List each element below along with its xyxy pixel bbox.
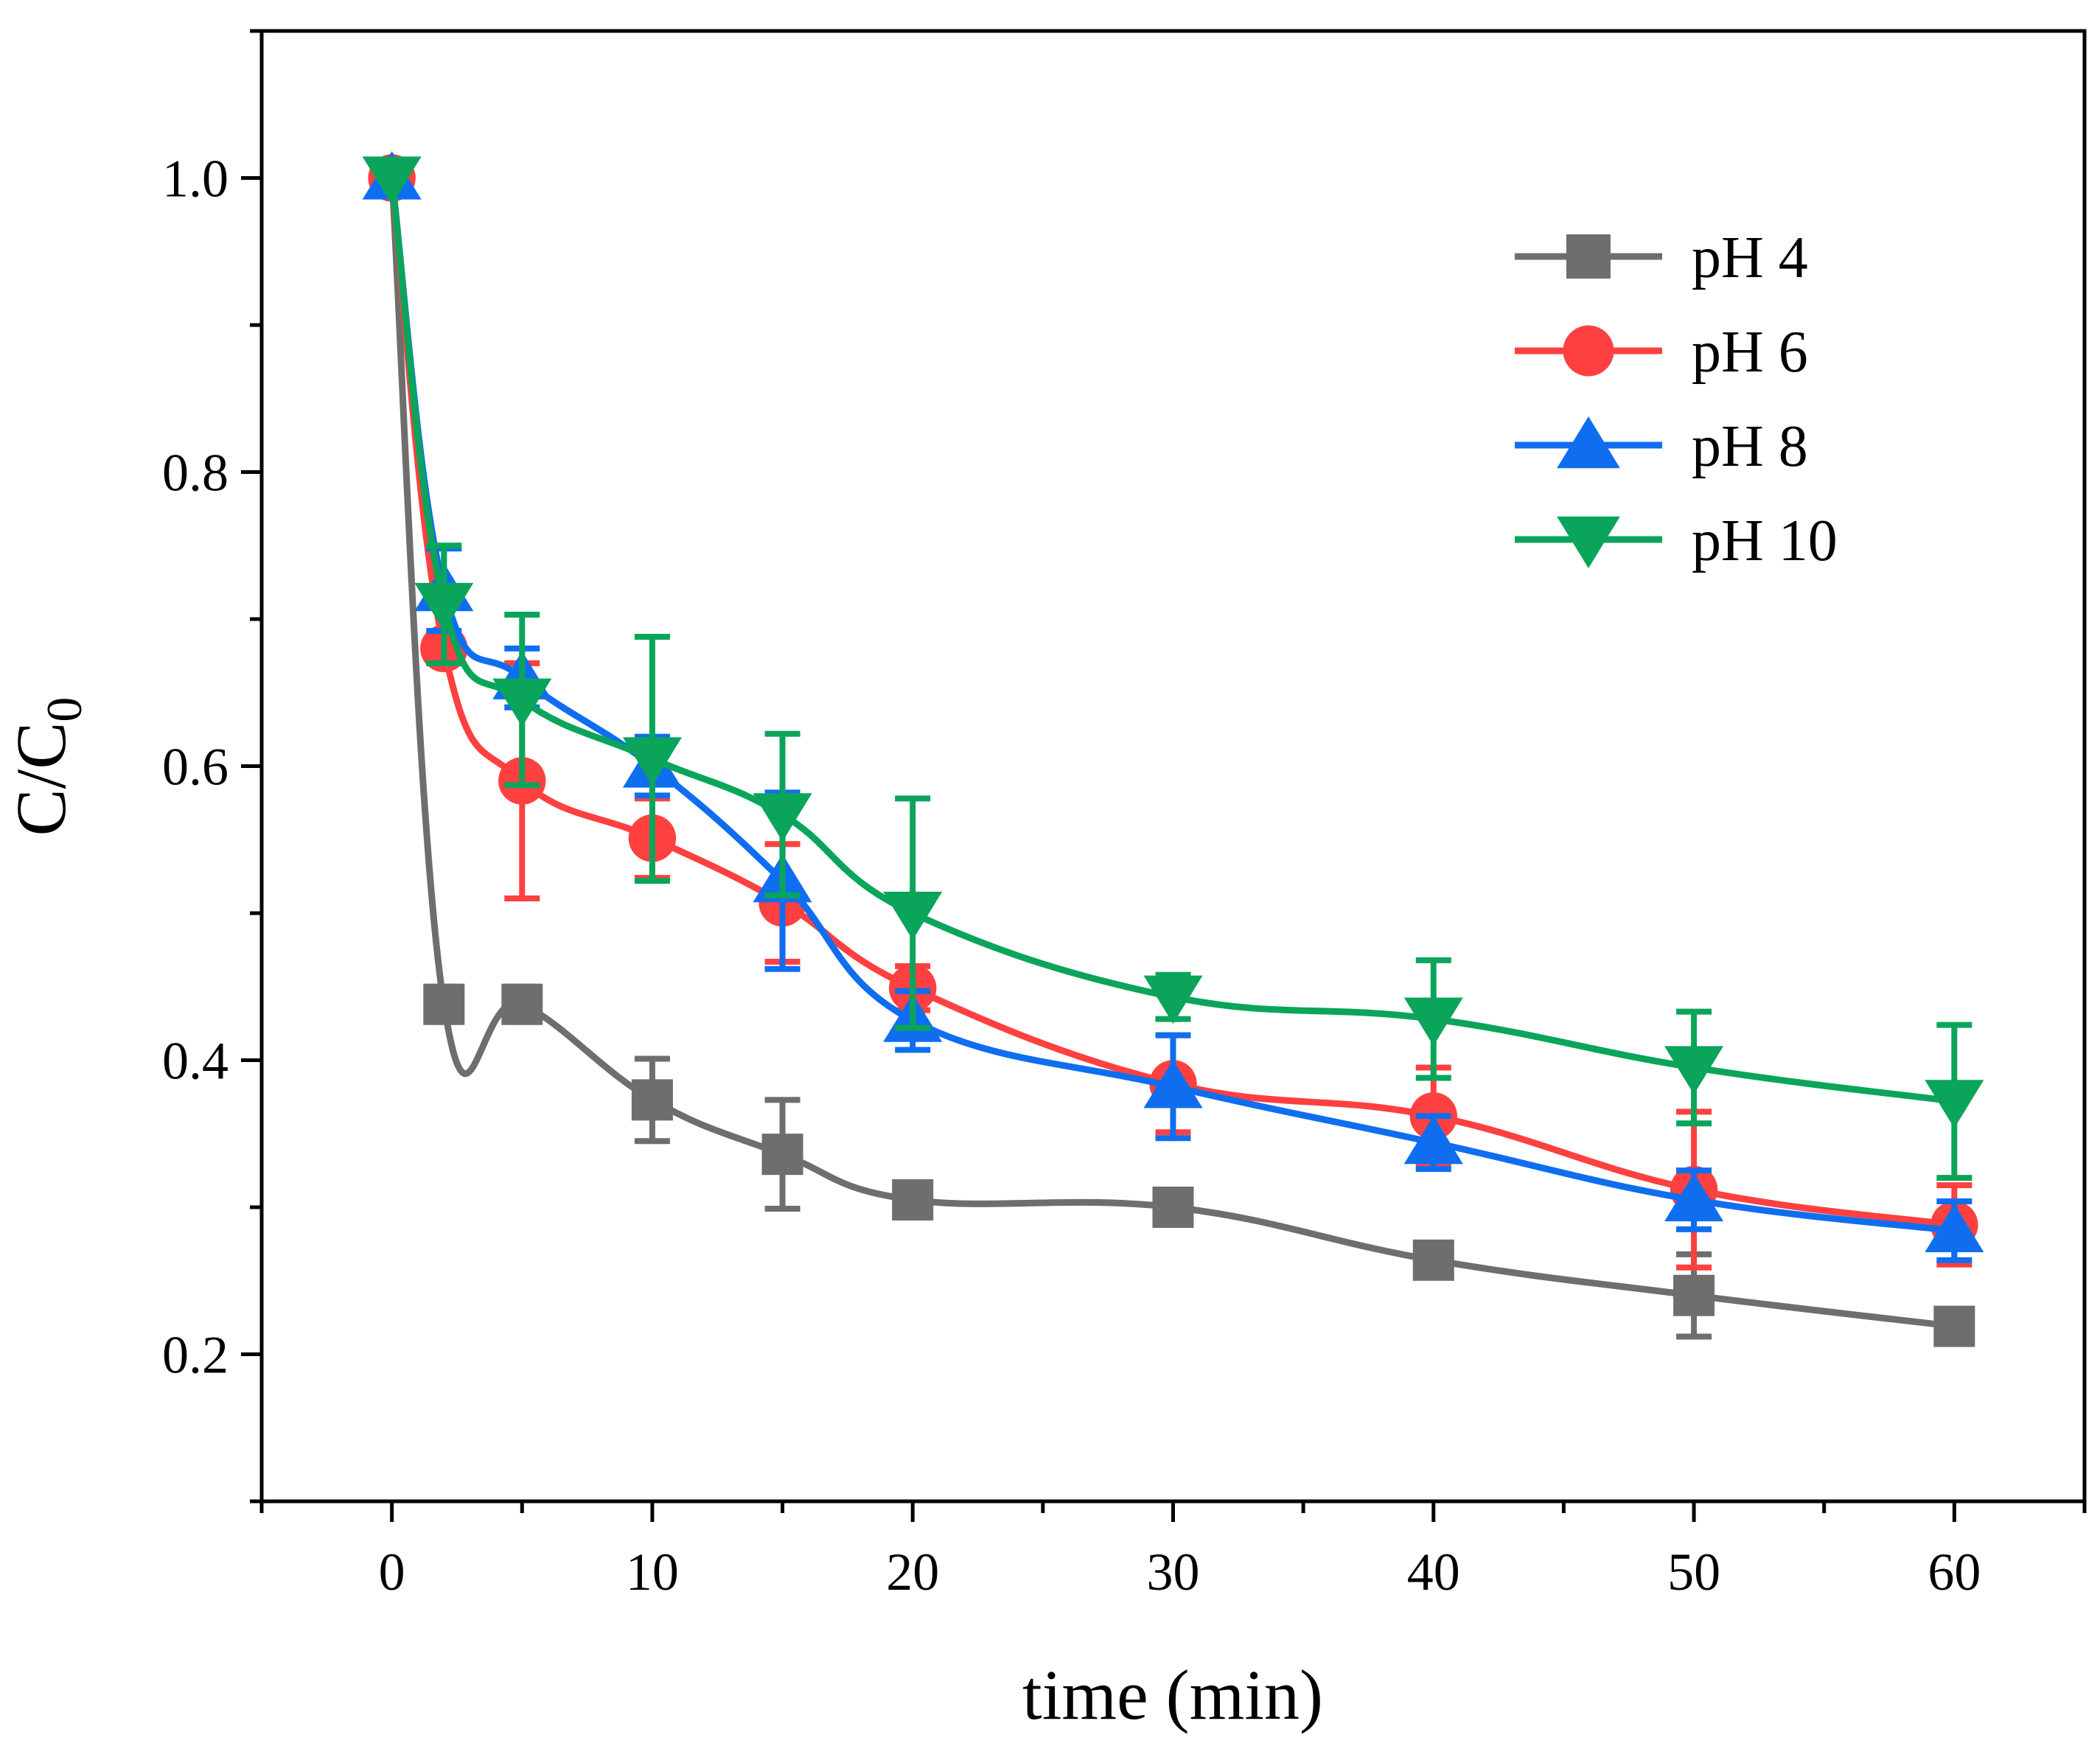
data-point [1403, 997, 1463, 1047]
legend-item-ph-4: pH 4 [1515, 226, 1808, 290]
legend-label: pH 8 [1692, 414, 1808, 479]
legend-label: pH 4 [1692, 226, 1808, 290]
data-point [1673, 1274, 1715, 1316]
data-point [1152, 1187, 1194, 1228]
data-point [753, 793, 812, 842]
series-line [388, 175, 1958, 1330]
svg-text:C/C0: C/C0 [1, 697, 92, 837]
legend-marker [1563, 325, 1614, 377]
x-tick-label: 10 [626, 1543, 679, 1602]
y-tick-label: 0.6 [162, 738, 229, 797]
y-axis-title-main: C/C [1, 722, 80, 837]
legend-marker [1557, 416, 1620, 469]
x-tick-label: 20 [886, 1543, 939, 1602]
x-tick-label: 60 [1928, 1543, 1981, 1602]
y-axis-title: C/C0 [1, 697, 92, 837]
data-point [492, 678, 552, 727]
legend-label: pH 6 [1692, 320, 1808, 385]
x-tick-label: 30 [1147, 1543, 1200, 1602]
legend-marker [1557, 516, 1620, 568]
data-point [423, 983, 465, 1025]
y-axis-title-sub: 0 [36, 697, 92, 722]
data-point [892, 1179, 934, 1221]
data-point [1664, 1173, 1724, 1222]
data-point [1143, 975, 1203, 1024]
data-point [761, 1134, 803, 1176]
data-point [501, 983, 543, 1025]
data-point [1403, 1115, 1463, 1164]
series-layer [362, 151, 1984, 1347]
series-ph-4 [371, 157, 1975, 1347]
x-tick-label: 0 [379, 1543, 405, 1602]
data-point [1925, 1080, 1984, 1128]
data-point [631, 1079, 673, 1121]
data-point [362, 156, 422, 205]
legend-marker [1566, 234, 1611, 279]
y-tick-label: 0.8 [162, 444, 229, 503]
legend-label: pH 10 [1692, 509, 1838, 573]
x-tick-label: 50 [1667, 1543, 1720, 1602]
series-line [388, 175, 1958, 1229]
x-axis-title: time (min) [1022, 1655, 1323, 1734]
series-ph-10 [362, 156, 1984, 1181]
data-point [622, 737, 682, 786]
y-tick-label: 0.4 [162, 1032, 229, 1091]
data-point [1925, 1204, 1984, 1253]
data-point [883, 891, 943, 940]
x-tick-label: 40 [1407, 1543, 1460, 1602]
data-point [414, 582, 474, 632]
data-point [1664, 1046, 1724, 1094]
data-point [1933, 1305, 1975, 1347]
series-ph-8 [362, 151, 1984, 1263]
y-tick-label: 0.2 [162, 1326, 229, 1385]
data-point [1143, 1060, 1203, 1108]
series-line [388, 175, 1958, 1235]
legend-item-ph-6: pH 6 [1515, 320, 1808, 385]
series-line [388, 175, 1958, 1105]
legend-item-ph-10: pH 10 [1515, 509, 1838, 573]
y-tick-label: 1.0 [162, 150, 229, 209]
axes-layer: 0 10 20 30 40 50 60 0.2 0.4 0.6 0.8 1.0 [162, 29, 2087, 1602]
data-point [1412, 1239, 1454, 1281]
legend: pH 4 pH 6 pH 8 pH 10 [1515, 226, 1838, 573]
legend-item-ph-8: pH 8 [1515, 414, 1808, 479]
